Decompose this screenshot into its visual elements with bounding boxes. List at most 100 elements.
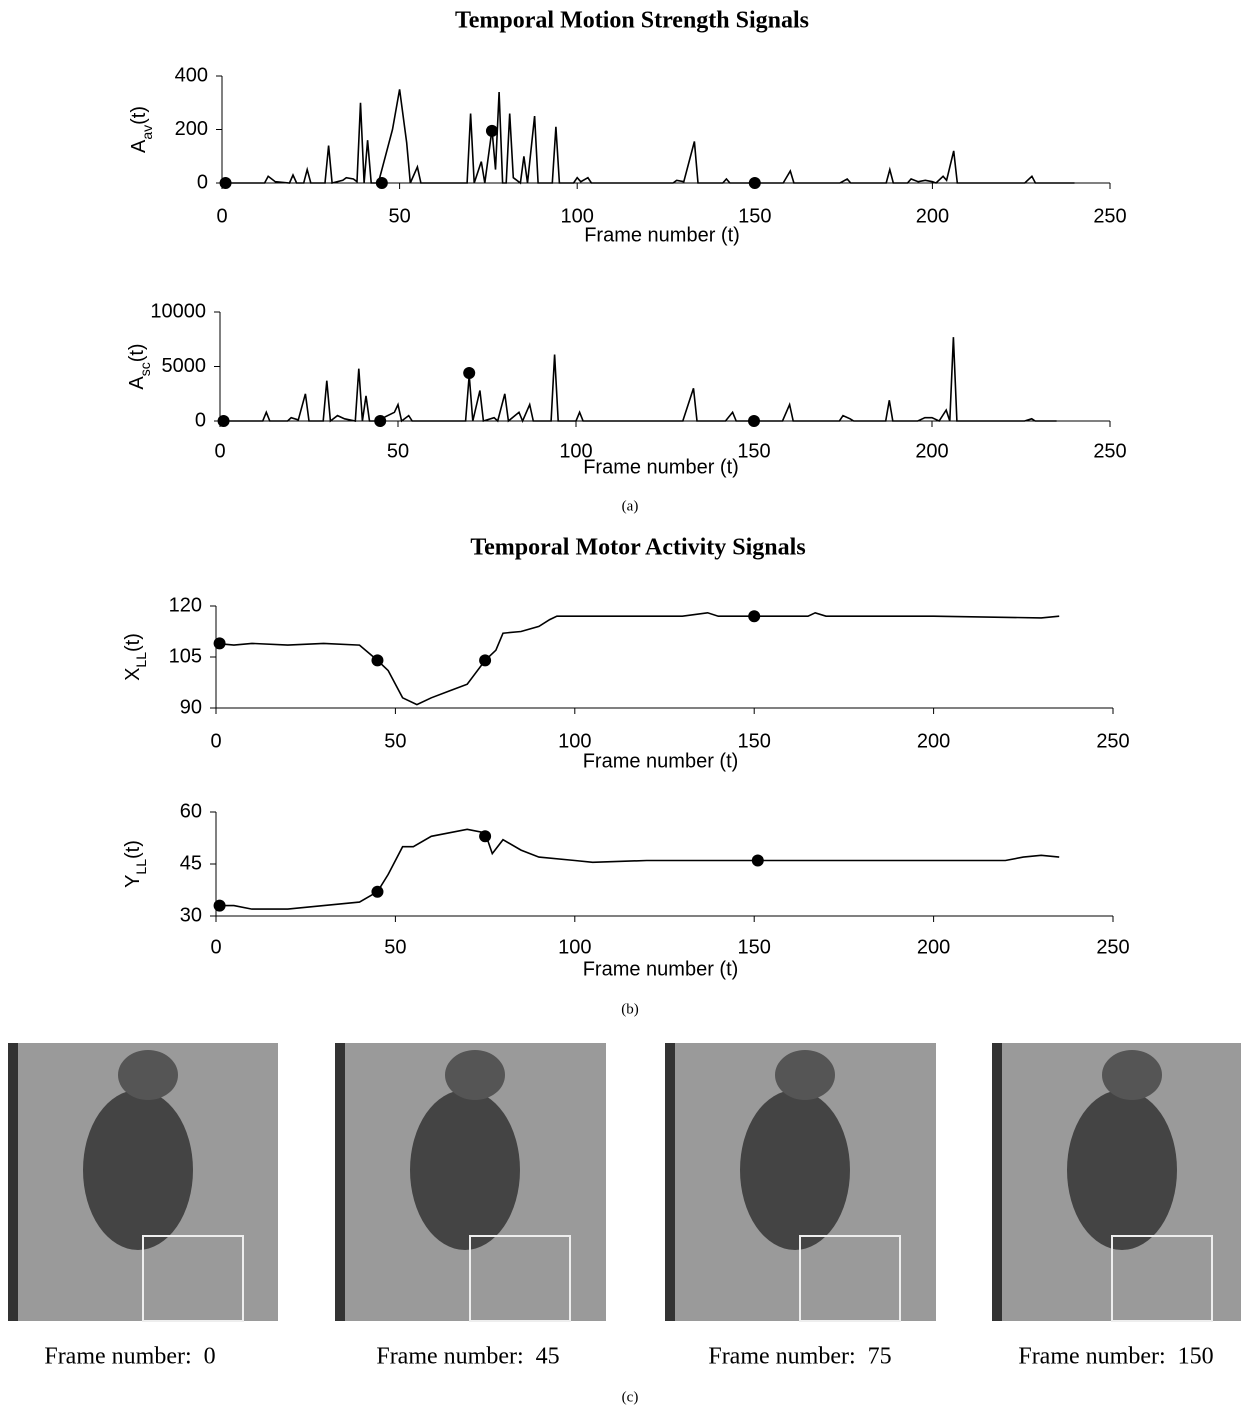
figure-body: [83, 1090, 193, 1250]
x-tick-label: 150: [738, 730, 771, 752]
y-axis-label-part: (t): [122, 633, 144, 652]
x-tick-label: 100: [558, 730, 591, 752]
caption: (a): [622, 498, 639, 514]
marker: [371, 885, 384, 898]
marker: [751, 854, 764, 867]
line: [215, 611, 1060, 706]
caption: (b): [621, 1001, 639, 1017]
figure-body: [410, 1090, 520, 1250]
line: [216, 828, 1060, 910]
y-axis-label: Asc(t): [126, 343, 152, 389]
image-dark-border: [665, 1043, 675, 1321]
line: [220, 337, 1057, 424]
marker: [463, 367, 476, 380]
figure-head: [775, 1050, 835, 1100]
x-axis-label: Frame number (t): [583, 456, 739, 478]
y-axis-label-part: (t): [126, 343, 148, 362]
y-axis-label: XLL(t): [122, 633, 148, 681]
marker: [213, 899, 226, 912]
figure-head: [445, 1050, 505, 1100]
x-axis-label: Frame number (t): [583, 958, 739, 980]
x-tick-label: 50: [388, 205, 410, 227]
y-tick-label: 200: [175, 118, 208, 140]
y-tick-label: 45: [180, 852, 202, 874]
y-axis-label-part: A: [126, 376, 148, 390]
x-tick-label: 100: [558, 936, 591, 958]
image-dark-border: [335, 1043, 345, 1321]
region-box: [799, 1235, 901, 1322]
x-tick-label: 100: [561, 205, 594, 227]
x-tick-label: 0: [216, 205, 227, 227]
y-tick-label: 0: [197, 171, 208, 193]
y-axis-label-part: (t): [128, 106, 150, 125]
marker: [748, 610, 761, 623]
x-tick-label: 50: [384, 936, 406, 958]
region-box: [1111, 1235, 1213, 1322]
y-tick-label: 105: [169, 645, 202, 667]
y-tick-label: 5000: [162, 355, 207, 377]
y-axis-label: YLL(t): [122, 840, 148, 888]
y-tick-label: 120: [169, 594, 202, 616]
frame-label: Frame number: 45: [376, 1344, 559, 1370]
x-tick-label: 0: [210, 936, 221, 958]
figure-body: [1067, 1090, 1177, 1250]
y-tick-label: 60: [180, 800, 202, 822]
frame-label: Frame number: 75: [708, 1344, 891, 1370]
y-tick-label: 30: [180, 904, 202, 926]
title: Temporal Motor Activity Signals: [470, 535, 805, 561]
x-tick-label: 150: [738, 205, 771, 227]
y-tick-label: 0: [195, 409, 206, 431]
x-tick-label: 250: [1093, 440, 1126, 462]
frame-images: [8, 1043, 1241, 1322]
x-tick-label: 200: [916, 205, 949, 227]
y-axis-label-part: LL: [133, 652, 149, 668]
marker: [374, 415, 387, 427]
frame-label: Frame number: 150: [1018, 1344, 1213, 1370]
title: Temporal Motion Strength Signals: [455, 8, 809, 34]
marker: [479, 654, 492, 667]
figure-body: [740, 1090, 850, 1250]
y-axis-label-part: A: [128, 139, 150, 153]
marker: [219, 177, 232, 189]
y-axis-label-part: sc: [137, 362, 153, 376]
x-axis-label: Frame number (t): [584, 224, 740, 246]
x-tick-label: 0: [214, 440, 225, 462]
y-axis-label: Aav(t): [128, 106, 154, 153]
caption: (c): [622, 1389, 639, 1405]
x-tick-label: 200: [917, 936, 950, 958]
x-tick-label: 200: [915, 440, 948, 462]
marker: [217, 415, 230, 427]
x-tick-label: 0: [210, 730, 221, 752]
figure-head: [118, 1050, 178, 1100]
x-tick-label: 200: [917, 730, 950, 752]
x-tick-label: 250: [1096, 936, 1129, 958]
figure-head: [1102, 1050, 1162, 1100]
marker: [485, 124, 498, 137]
line: [222, 89, 1075, 185]
x-tick-label: 150: [737, 440, 770, 462]
y-tick-label: 400: [175, 64, 208, 86]
image-dark-border: [992, 1043, 1002, 1321]
y-axis-label-part: (t): [122, 840, 144, 859]
marker: [479, 830, 492, 843]
x-tick-label: 250: [1096, 730, 1129, 752]
x-tick-label: 250: [1093, 205, 1126, 227]
x-tick-label: 50: [387, 440, 409, 462]
y-axis-label-part: Y: [122, 875, 144, 888]
y-tick-label: 90: [180, 696, 202, 718]
marker: [748, 177, 761, 189]
region-box: [142, 1235, 244, 1322]
x-tick-label: 50: [384, 730, 406, 752]
marker: [375, 177, 388, 189]
region-box: [469, 1235, 571, 1322]
marker: [213, 637, 226, 650]
marker: [748, 415, 760, 427]
y-axis-label-part: X: [122, 668, 144, 681]
x-tick-label: 150: [738, 936, 771, 958]
y-axis-label-part: LL: [133, 859, 149, 875]
y-tick-label: 10000: [150, 300, 206, 322]
image-dark-border: [8, 1043, 18, 1321]
marker: [371, 654, 384, 667]
